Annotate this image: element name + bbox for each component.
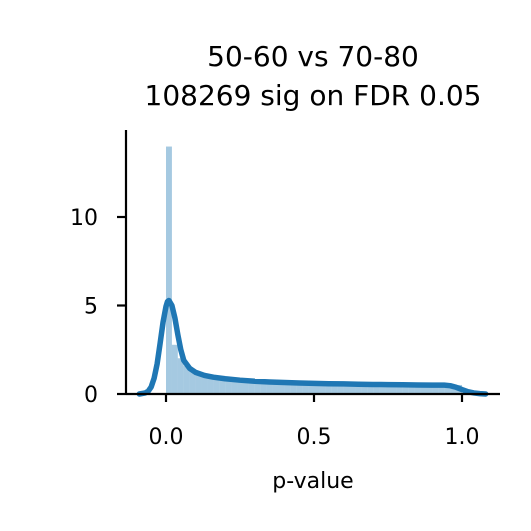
y-axis-ticks: 0 5 10 (70, 206, 126, 408)
chart-title-line-2: 108269 sig on FDR 0.05 (145, 79, 482, 112)
histogram-bars (166, 146, 462, 394)
histogram-bar (426, 384, 433, 394)
histogram-bar (171, 344, 178, 394)
histogram-bar (343, 383, 350, 394)
histogram-bar (213, 375, 220, 394)
histogram-bar (219, 376, 226, 394)
kde-curve-layer (136, 297, 489, 397)
histogram-bar (254, 380, 261, 394)
histogram-bar (385, 384, 391, 394)
histogram-bar (319, 383, 326, 394)
histogram-bar (302, 382, 309, 394)
histogram-bar (195, 371, 202, 394)
y-tick-label: 5 (84, 295, 98, 320)
histogram-bar (331, 383, 338, 394)
histogram-bar (444, 384, 451, 394)
kde-line (136, 297, 489, 397)
histogram-bar (390, 384, 397, 394)
histogram-bar (189, 369, 196, 394)
histogram-bar (355, 383, 362, 394)
histogram-bar (432, 384, 439, 394)
histogram-bar (408, 384, 415, 394)
histogram-bar (396, 384, 403, 394)
histogram-bar (402, 384, 409, 394)
histogram-bar (337, 383, 344, 394)
histogram-bar (242, 379, 249, 394)
histogram-bar (231, 378, 238, 394)
histogram-bar (207, 374, 214, 394)
histogram-bar (420, 384, 427, 394)
y-tick-label: 0 (84, 383, 98, 408)
histogram-bar (260, 380, 267, 394)
x-axis-label: p-value (272, 469, 353, 494)
histogram-bar (284, 381, 291, 394)
histogram-bar (438, 384, 445, 394)
histogram-bar (201, 373, 208, 394)
histogram-bar (177, 358, 184, 394)
histogram-bar (296, 382, 303, 394)
histogram-bar (325, 383, 332, 394)
x-tick-label: 0.0 (149, 425, 184, 450)
histogram-bar (278, 381, 285, 394)
chart-title-line-1: 50-60 vs 70-80 (207, 40, 419, 73)
histogram-bar (272, 381, 279, 394)
histogram-bar (450, 384, 457, 394)
histogram-bar (183, 366, 190, 394)
histogram-bar (373, 384, 380, 394)
x-axis-ticks: 0.0 0.5 1.0 (149, 394, 480, 450)
x-tick-label: 1.0 (445, 425, 480, 450)
y-tick-label: 10 (70, 206, 98, 231)
histogram-bar (361, 383, 368, 394)
histogram-bar (379, 384, 386, 394)
histogram-bar (290, 382, 297, 394)
histogram-bar (166, 146, 172, 394)
histogram-bar (367, 383, 374, 394)
x-tick-label: 0.5 (297, 425, 332, 450)
histogram-bar (349, 383, 356, 394)
histogram-bar (225, 377, 232, 394)
histogram-bar (308, 382, 314, 394)
histogram-bar (237, 378, 243, 394)
histogram-bar (266, 381, 273, 394)
histogram-bar (248, 380, 255, 394)
histogram-bar (414, 384, 421, 394)
histogram-bar (314, 382, 320, 394)
